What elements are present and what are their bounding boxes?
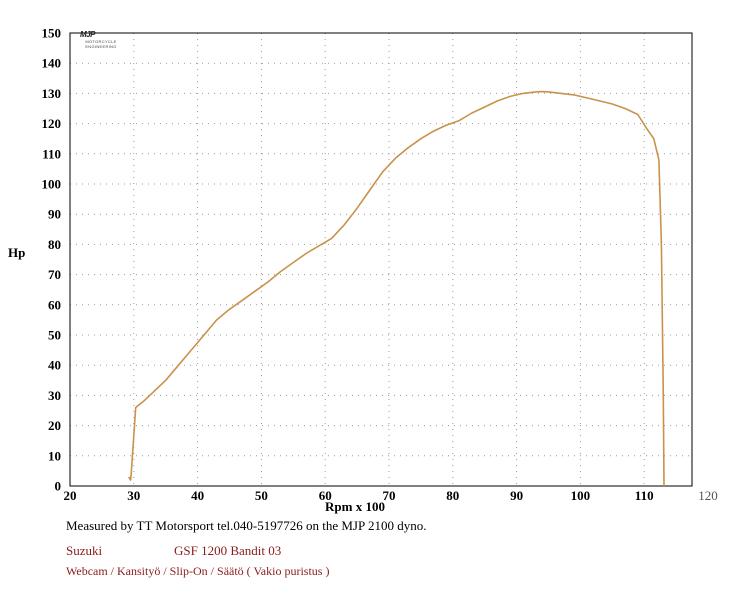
vehicle-make: Suzuki [66, 543, 103, 558]
vehicle-model: GSF 1200 Bandit 03 [174, 543, 282, 558]
logo-mark: MJP [80, 30, 95, 39]
y-tick-label: 120 [42, 116, 62, 131]
x-tick-label: 120 [698, 488, 718, 503]
mjp-logo: MJP MOTORCYCLE ENGINEERING [72, 30, 130, 49]
x-axis-title: Rpm x 100 [325, 499, 385, 514]
logo-subtitle: MOTORCYCLE ENGINEERING [85, 39, 117, 49]
y-tick-label: 60 [48, 297, 61, 312]
x-tick-label: 90 [510, 488, 523, 503]
y-tick-label: 80 [48, 237, 61, 252]
y-tick-label: 10 [48, 448, 61, 463]
y-tick-label: 100 [42, 177, 62, 192]
y-tick-label: 0 [55, 479, 62, 494]
y-tick-label: 140 [42, 56, 62, 71]
y-tick-label: 90 [48, 207, 61, 222]
x-tick-label: 50 [255, 488, 268, 503]
x-tick-label: 30 [127, 488, 140, 503]
power-curve-line [128, 90, 665, 487]
x-tick-label: 20 [64, 488, 77, 503]
plot-frame [69, 32, 693, 487]
x-tick-labels: 20 30 40 50 60 70 80 90 100 110 120 [64, 488, 718, 503]
y-tick-label: 130 [42, 86, 62, 101]
y-tick-label: 20 [48, 418, 61, 433]
x-tick-label: 60 [319, 488, 332, 503]
y-tick-label: 110 [42, 146, 61, 161]
x-tick-label: 40 [191, 488, 204, 503]
y-tick-label: 40 [48, 358, 61, 373]
vehicle-configuration: Webcam / Kansityö / Slip-On / Säätö ( Va… [66, 564, 330, 578]
measurement-caption: Measured by TT Motorsport tel.040-519772… [66, 518, 427, 533]
x-tick-label: 110 [635, 488, 654, 503]
y-tick-label: 30 [48, 388, 61, 403]
x-tick-label: 80 [446, 488, 459, 503]
x-tick-label: 100 [571, 488, 591, 503]
y-tick-labels: 0 10 20 30 40 50 60 70 80 90 100 110 120 130 140 150 [42, 26, 62, 494]
y-tick-label: 50 [48, 328, 61, 343]
y-tick-label: 70 [48, 267, 61, 282]
y-axis-title: Hp [8, 245, 25, 260]
y-tick-label: 150 [42, 26, 62, 41]
x-tick-label: 70 [383, 488, 396, 503]
